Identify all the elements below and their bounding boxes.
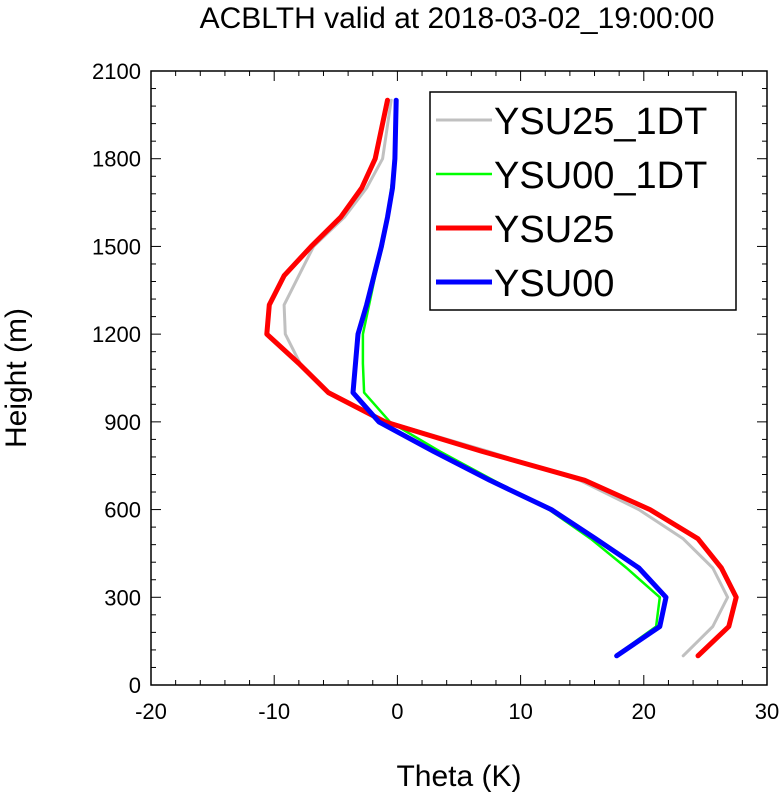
x-tick-label: -20 xyxy=(135,699,167,724)
chart-title: ACBLTH valid at 2018-03-02_19:00:00 xyxy=(200,2,715,35)
y-tick-label: 600 xyxy=(104,498,141,523)
x-axis-label: Theta (K) xyxy=(396,760,521,793)
y-tick-label: 2100 xyxy=(92,59,141,84)
x-tick-label: 0 xyxy=(391,699,403,724)
series-line-ysu00 xyxy=(350,97,669,659)
legend-box xyxy=(429,91,737,311)
legend: YSU25_1DT YSU00_1DT YSU25 YSU00 xyxy=(429,91,737,311)
x-tick-label: 10 xyxy=(508,699,532,724)
y-tick-label: 1800 xyxy=(92,147,141,172)
y-axis-label: Height (m) xyxy=(0,308,33,448)
y-tick-label: 1500 xyxy=(92,234,141,259)
legend-label: YSU25 xyxy=(494,209,614,251)
series-line-ysu25 xyxy=(264,97,739,659)
plot-frame xyxy=(150,70,768,686)
legend-label: YSU25_1DT xyxy=(494,101,707,143)
y-tick-label: 1200 xyxy=(92,322,141,347)
x-tick-label: 20 xyxy=(632,699,656,724)
y-tick-label: 900 xyxy=(104,410,141,435)
legend-label: YSU00_1DT xyxy=(494,155,707,197)
y-tick-label: 300 xyxy=(104,585,141,610)
y-tick-label: 0 xyxy=(129,673,141,698)
x-tick-label: -10 xyxy=(258,699,290,724)
x-tick-label: 30 xyxy=(755,699,779,724)
legend-label: YSU00 xyxy=(494,263,614,305)
